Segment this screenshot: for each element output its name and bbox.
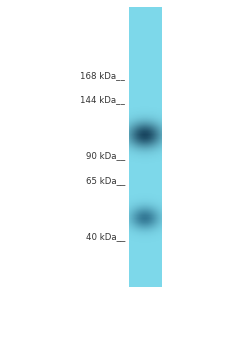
Text: 168 kDa__: 168 kDa__ xyxy=(80,71,125,80)
Text: 40 kDa__: 40 kDa__ xyxy=(86,232,125,241)
Text: 65 kDa__: 65 kDa__ xyxy=(86,176,125,185)
Text: 144 kDa__: 144 kDa__ xyxy=(80,95,125,104)
Text: 90 kDa__: 90 kDa__ xyxy=(86,151,125,160)
Bar xyxy=(129,7,162,287)
